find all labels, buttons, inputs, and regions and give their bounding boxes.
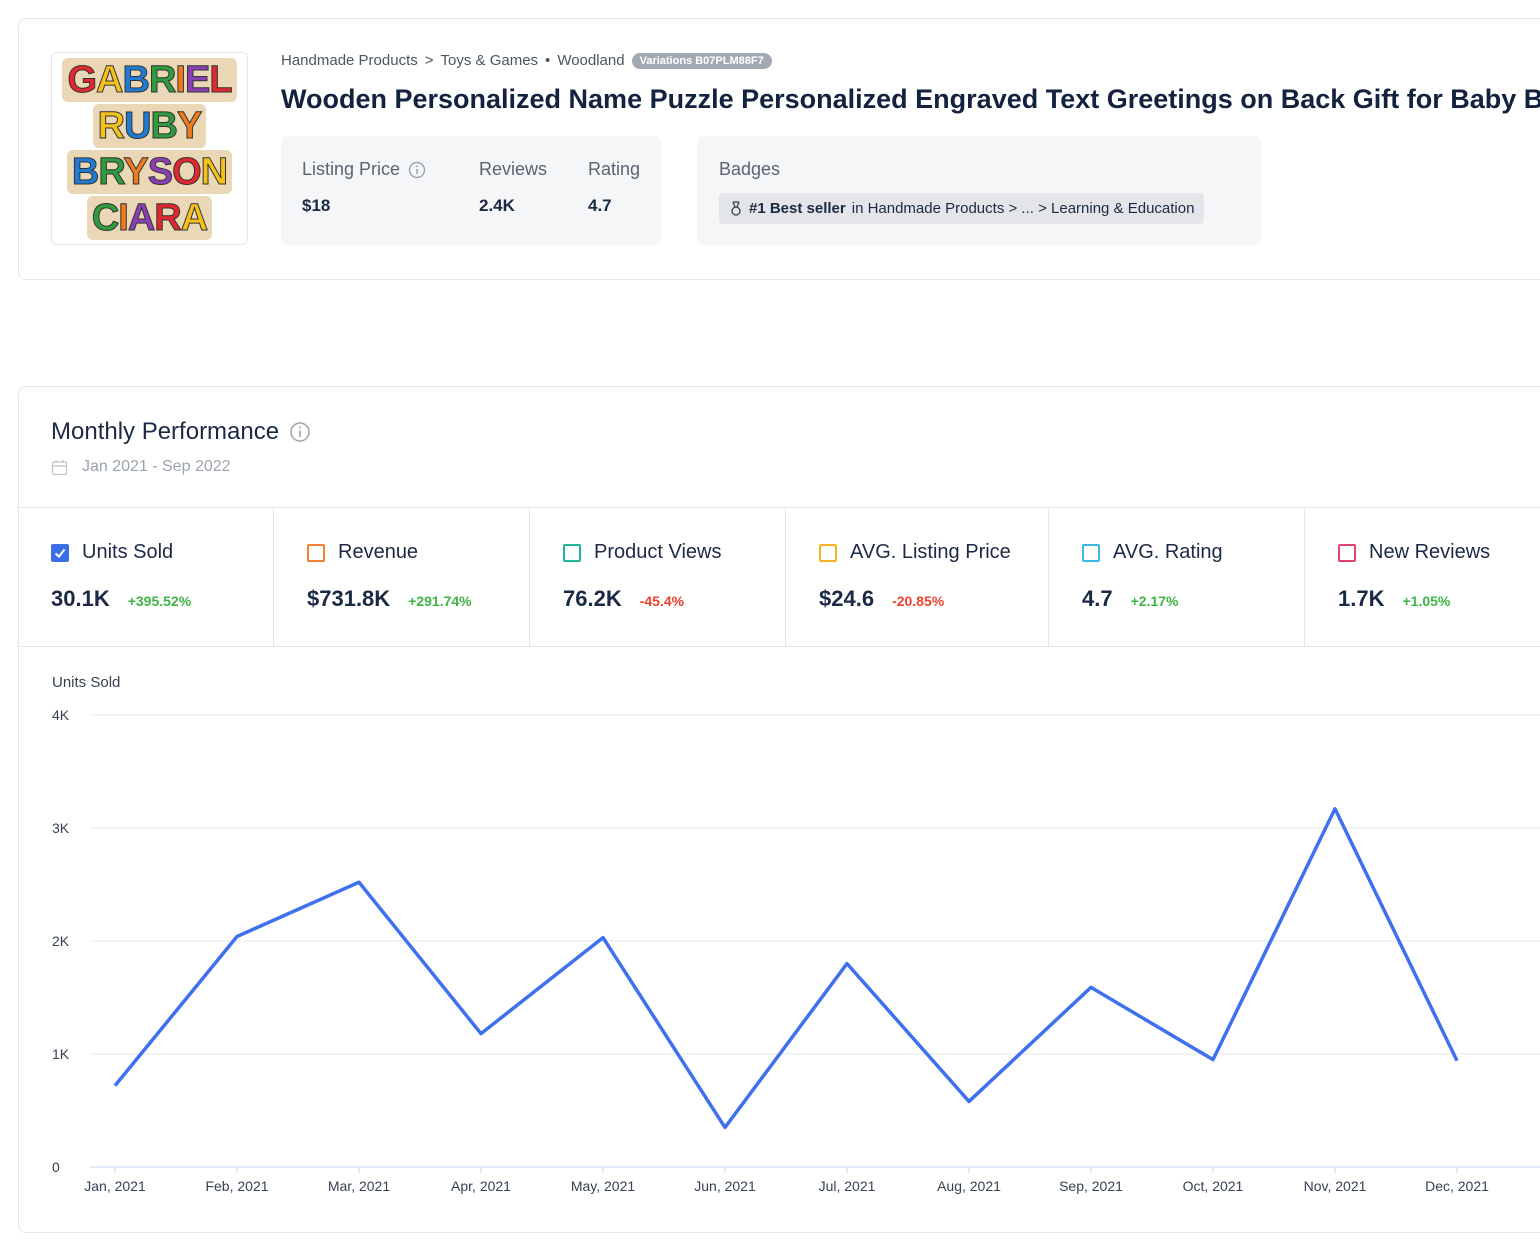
section-header: Monthly Performance: [51, 418, 311, 446]
x-tick-label: Aug, 2021: [937, 1178, 1001, 1194]
x-tick-label: May, 2021: [571, 1178, 636, 1194]
metric-value: 1.7K +1.05%: [1338, 586, 1450, 612]
metric-checkbox[interactable]: [51, 543, 69, 562]
performance-card: [18, 386, 1540, 1233]
metric-name: AVG. Rating: [1113, 541, 1223, 563]
metric-change: -45.4%: [639, 593, 685, 609]
metric-tile[interactable]: AVG. Listing Price $24.6 -20.85%: [786, 508, 1049, 646]
date-range-text: Jan 2021 - Sep 2022: [82, 458, 231, 475]
x-tick-label: Apr, 2021: [451, 1178, 511, 1194]
breadcrumb: Handmade Products > Toys & Games • Woodlan…: [281, 52, 772, 69]
image-word: RUBY: [92, 103, 207, 148]
stats-box: [281, 136, 662, 245]
metric-checkbox[interactable]: [819, 543, 837, 562]
badge-text: in Handmade Products > ... > Learning & …: [851, 200, 1195, 217]
metric-number: 76.2K: [563, 586, 622, 611]
metric-value: 4.7 +2.17%: [1082, 586, 1178, 612]
metric-name: Product Views: [594, 541, 722, 563]
metric-number: $24.6: [819, 586, 875, 611]
info-icon[interactable]: [289, 421, 311, 443]
metric-label: New Reviews: [1338, 541, 1490, 564]
metric-number: 30.1K: [51, 586, 110, 611]
metric-name: New Reviews: [1369, 541, 1491, 563]
stat-label: Listing Price: [302, 159, 401, 179]
metric-number: 1.7K: [1338, 586, 1385, 611]
metric-number: 4.7: [1082, 586, 1113, 611]
badge-rank: #1 Best seller: [749, 200, 846, 217]
medal-icon: [731, 200, 741, 216]
stat-label: Reviews: [479, 159, 548, 179]
metric-label: AVG. Listing Price: [819, 541, 1011, 564]
metric-value: $24.6 -20.85%: [819, 586, 944, 612]
x-tick-label: Jun, 2021: [694, 1178, 756, 1194]
metric-checkbox[interactable]: [1338, 543, 1356, 562]
chart: Units Sold 0 1K 2K 3K 4K Jan, 2021 Feb, 2021 Mar…: [52, 674, 1540, 1194]
data-line: [113, 807, 1459, 1130]
divider: [18, 646, 1540, 647]
metric-label: Revenue: [307, 541, 418, 564]
calendar-icon: [51, 459, 68, 475]
product-image: GABRIEL RUBY BRYSON CIARA: [51, 52, 248, 245]
metric-change: +395.52%: [127, 593, 192, 609]
metric-change: +1.05%: [1402, 593, 1451, 609]
breadcrumb-item[interactable]: Toys & Games: [440, 52, 539, 69]
breadcrumb-item[interactable]: Woodland: [557, 52, 625, 69]
metric-checkbox[interactable]: [1082, 543, 1100, 562]
info-icon[interactable]: [408, 161, 426, 179]
section-title: Monthly Performance: [51, 418, 280, 445]
stat-value: 4.7: [588, 196, 612, 215]
metric-value: 30.1K +395.52%: [51, 586, 191, 612]
metric-name: Units Sold: [82, 541, 174, 563]
y-tick-label: 1K: [52, 1046, 70, 1062]
x-tick-label: Sep, 2021: [1059, 1178, 1123, 1194]
y-axis-label: Units Sold: [52, 674, 120, 691]
product-card: [18, 18, 1540, 280]
date-range: Jan 2021 - Sep 2022: [51, 458, 231, 476]
metric-tile[interactable]: Product Views 76.2K -45.4%: [530, 508, 786, 646]
metric-tile[interactable]: Revenue $731.8K +291.74%: [274, 508, 530, 646]
x-tick-label: Oct, 2021: [1183, 1178, 1244, 1194]
x-tick-label: Mar, 2021: [328, 1178, 390, 1194]
stat-value: $18: [302, 196, 331, 215]
metric-label: AVG. Rating: [1082, 541, 1223, 564]
y-tick-label: 0: [52, 1159, 60, 1175]
y-tick-label: 3K: [52, 820, 70, 836]
metric-name: Revenue: [338, 541, 419, 563]
metric-label: Product Views: [563, 541, 721, 564]
x-tick-label: Jan, 2021: [84, 1178, 146, 1194]
metric-tile[interactable]: New Reviews 1.7K +1.05%: [1305, 508, 1540, 646]
x-tick-label: Feb, 2021: [205, 1178, 268, 1194]
badges-label: Badges: [719, 159, 781, 179]
stat-value: 2.4K: [479, 196, 515, 215]
metric-change: -20.85%: [892, 593, 945, 609]
metric-checkbox[interactable]: [563, 543, 581, 562]
metric-change: +291.74%: [408, 593, 472, 609]
stat: Listing Price: [302, 159, 426, 180]
metric-tile[interactable]: Units Sold 30.1K +395.52%: [18, 508, 274, 646]
metric-tile[interactable]: AVG. Rating 4.7 +2.17%: [1049, 508, 1305, 646]
x-tick-label: Dec, 2021: [1425, 1178, 1489, 1194]
variations-tag[interactable]: Variations B07PLM88F7: [631, 52, 772, 69]
divider: [18, 507, 1540, 508]
x-tick-label: Nov, 2021: [1304, 1178, 1367, 1194]
metric-number: $731.8K: [307, 586, 391, 611]
image-word: CIARA: [86, 195, 213, 240]
metric-value: 76.2K -45.4%: [563, 586, 684, 612]
badge: #1 Best seller in Handmade Products > ..…: [719, 193, 1205, 224]
x-tick-label: Jul, 2021: [819, 1178, 876, 1194]
metric-checkbox[interactable]: [307, 543, 325, 562]
y-tick-label: 4K: [52, 707, 70, 723]
metric-change: +2.17%: [1130, 593, 1179, 609]
image-word: BRYSON: [66, 149, 233, 194]
metric-value: $731.8K +291.74%: [307, 586, 472, 612]
breadcrumb-item[interactable]: Handmade Products: [281, 52, 418, 69]
badges-box: [697, 136, 1262, 245]
image-word: GABRIEL: [62, 57, 237, 102]
stat-label: Rating: [588, 159, 641, 179]
product-title: Wooden Personalized Name Puzzle Personal…: [281, 84, 1540, 114]
metric-name: AVG. Listing Price: [850, 541, 1011, 563]
y-tick-label: 2K: [52, 933, 70, 949]
metric-label: Units Sold: [51, 541, 173, 564]
